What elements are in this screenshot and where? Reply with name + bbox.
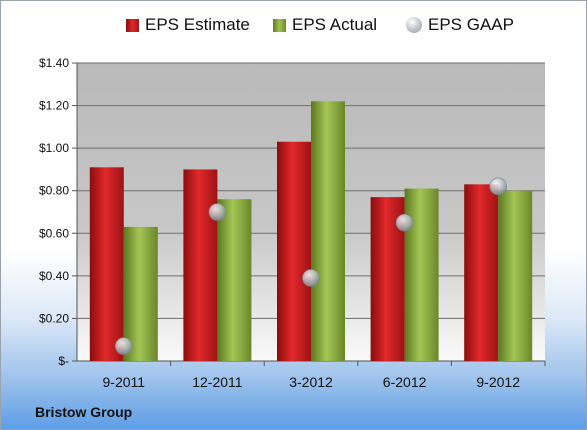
bar-eps-estimate <box>183 169 218 361</box>
legend-swatch-eps-gaap <box>406 17 422 33</box>
marker-eps-gaap <box>208 203 227 221</box>
marker-eps-gaap <box>395 213 414 232</box>
y-tick-label: $1.20 <box>39 99 69 113</box>
legend-label-eps-actual: EPS Actual <box>292 15 378 34</box>
legend-item-eps-estimate: EPS Estimate <box>126 15 250 35</box>
x-tick-label: 3-2012 <box>289 374 333 390</box>
legend-item-eps-actual: EPS Actual <box>273 15 377 35</box>
marker-eps-gaap <box>489 177 508 196</box>
marker-eps-gaap <box>115 337 133 355</box>
x-tick-label: 9-2012 <box>476 374 520 390</box>
y-tick-label: $1.40 <box>39 56 69 70</box>
legend-item-eps-gaap: EPS GAAP <box>406 15 514 35</box>
y-tick-label: $0.60 <box>39 226 69 240</box>
bar-eps-actual <box>217 199 252 361</box>
marker-eps-gaap <box>302 269 320 287</box>
legend-swatch-eps-actual <box>273 18 286 32</box>
bar-eps-actual <box>123 226 158 361</box>
bar-eps-estimate <box>277 141 311 361</box>
y-tick-label: $0.40 <box>39 269 69 283</box>
bar-eps-actual <box>311 101 345 362</box>
bar-eps-actual <box>498 190 533 361</box>
legend-swatch-eps-estimate <box>126 18 139 32</box>
bar-eps-actual <box>404 188 439 361</box>
y-tick-label: $1.00 <box>39 141 69 155</box>
bar-eps-estimate <box>464 184 499 361</box>
company-name: Bristow Group <box>35 404 133 420</box>
legend-label-eps-estimate: EPS Estimate <box>145 15 250 34</box>
bar-eps-estimate <box>89 167 124 361</box>
x-tick-label: 9-2011 <box>103 374 146 390</box>
x-tick-label: 6-2012 <box>383 374 427 390</box>
y-tick-label: $0.80 <box>39 184 69 198</box>
y-tick-label: $- <box>58 354 69 368</box>
x-tick-label: 12-2011 <box>192 374 243 390</box>
legend: EPS Estimate EPS Actual EPS GAAP <box>1 15 586 43</box>
legend-label-eps-gaap: EPS GAAP <box>428 15 514 34</box>
y-tick-label: $0.20 <box>39 311 69 325</box>
